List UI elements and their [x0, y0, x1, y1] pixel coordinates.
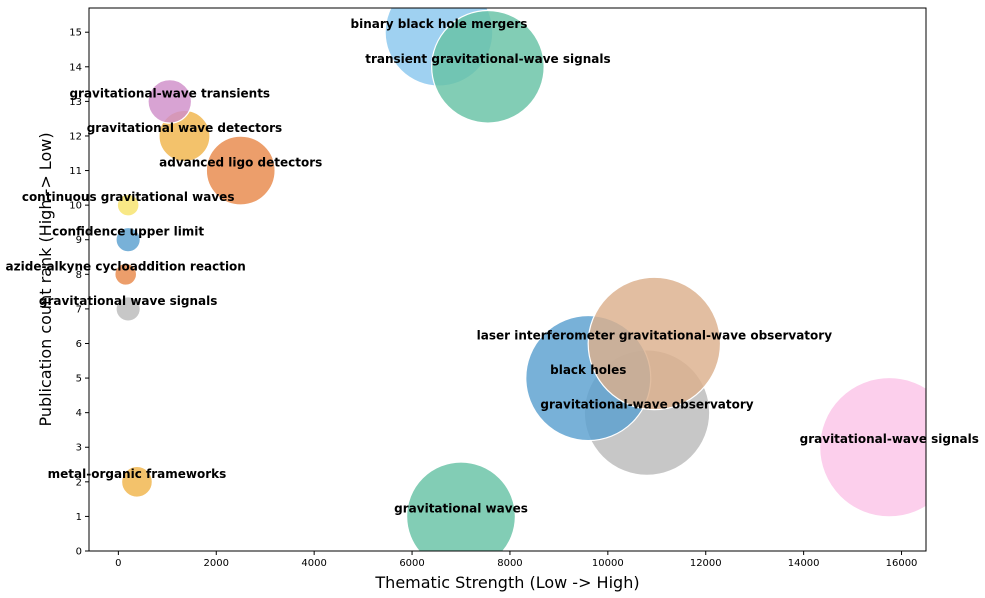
- x-tick-label: 10000: [592, 558, 624, 569]
- bubble-label: gravitational-wave observatory: [540, 398, 753, 412]
- y-tick-label: 5: [76, 374, 82, 385]
- y-tick-label: 6: [76, 339, 82, 350]
- bubble-point: [819, 377, 926, 518]
- y-tick-label: 8: [76, 270, 82, 281]
- y-tick-label: 10: [69, 201, 82, 212]
- bubble-label: gravitational waves: [394, 501, 528, 515]
- bubble-label: confidence upper limit: [52, 225, 204, 239]
- plot-frame: [88, 7, 927, 552]
- bubble-label: laser interferometer gravitational-wave …: [477, 328, 833, 342]
- bubble-label: continuous gravitational waves: [22, 190, 235, 204]
- bubble-label: black holes: [550, 363, 626, 377]
- x-axis-title: Thematic Strength (Low -> High): [374, 573, 639, 592]
- y-axis-title: Publication count rank (High -> Low): [36, 132, 55, 426]
- ticks-layer: 0 2000 4000 6000 8000 10000 12000 14000 16000012…: [69, 28, 917, 569]
- bubbles-layer: [114, 8, 926, 551]
- x-tick-label: 4000: [301, 558, 326, 569]
- y-tick-label: 7: [76, 304, 82, 315]
- x-tick-label: 12000: [690, 558, 722, 569]
- x-tick-label: 8000: [497, 558, 522, 569]
- bubble-point: [205, 135, 276, 206]
- y-tick-label: 15: [69, 28, 82, 39]
- y-tick-label: 12: [69, 131, 82, 142]
- bubble-point: [115, 226, 141, 253]
- bubble-point: [406, 461, 516, 551]
- bubble-label: transient gravitational-wave signals: [365, 52, 610, 66]
- y-tick-label: 9: [76, 235, 82, 246]
- bubble-point: [120, 465, 153, 498]
- bubble-point: [116, 193, 140, 217]
- y-tick-label: 13: [69, 97, 82, 108]
- bubble-label: gravitational wave signals: [39, 294, 217, 308]
- y-tick-label: 0: [76, 547, 82, 558]
- y-tick-label: 4: [76, 408, 82, 419]
- bubble-label: binary black hole mergers: [351, 17, 528, 31]
- x-tick-label: 16000: [886, 558, 918, 569]
- labels-layer: gravitational waves metal-organic framewo…: [6, 17, 979, 515]
- y-tick-label: 14: [69, 62, 82, 73]
- bubble-label: gravitational-wave signals: [800, 432, 979, 446]
- bubble-label: gravitational wave detectors: [87, 121, 282, 135]
- bubble-point: [431, 9, 545, 124]
- bubble-label: azide-alkyne cycloaddition reaction: [6, 259, 246, 273]
- bubble-point: [115, 296, 141, 322]
- bubble-label: gravitational-wave transients: [69, 86, 270, 100]
- y-tick-label: 3: [76, 443, 82, 454]
- y-tick-label: 1: [76, 512, 82, 523]
- x-tick-label: 0: [115, 558, 121, 569]
- bubble-label: advanced ligo detectors: [159, 156, 322, 170]
- bubble-label: metal-organic frameworks: [48, 467, 227, 481]
- x-tick-label: 6000: [399, 558, 424, 569]
- x-tick-label: 14000: [788, 558, 820, 569]
- bubble-point: [114, 262, 138, 286]
- bubble-point: [147, 79, 193, 124]
- y-tick-label: 11: [69, 166, 82, 177]
- bubble-point: [587, 276, 722, 411]
- x-tick-label: 2000: [204, 558, 229, 569]
- y-tick-label: 2: [76, 477, 82, 488]
